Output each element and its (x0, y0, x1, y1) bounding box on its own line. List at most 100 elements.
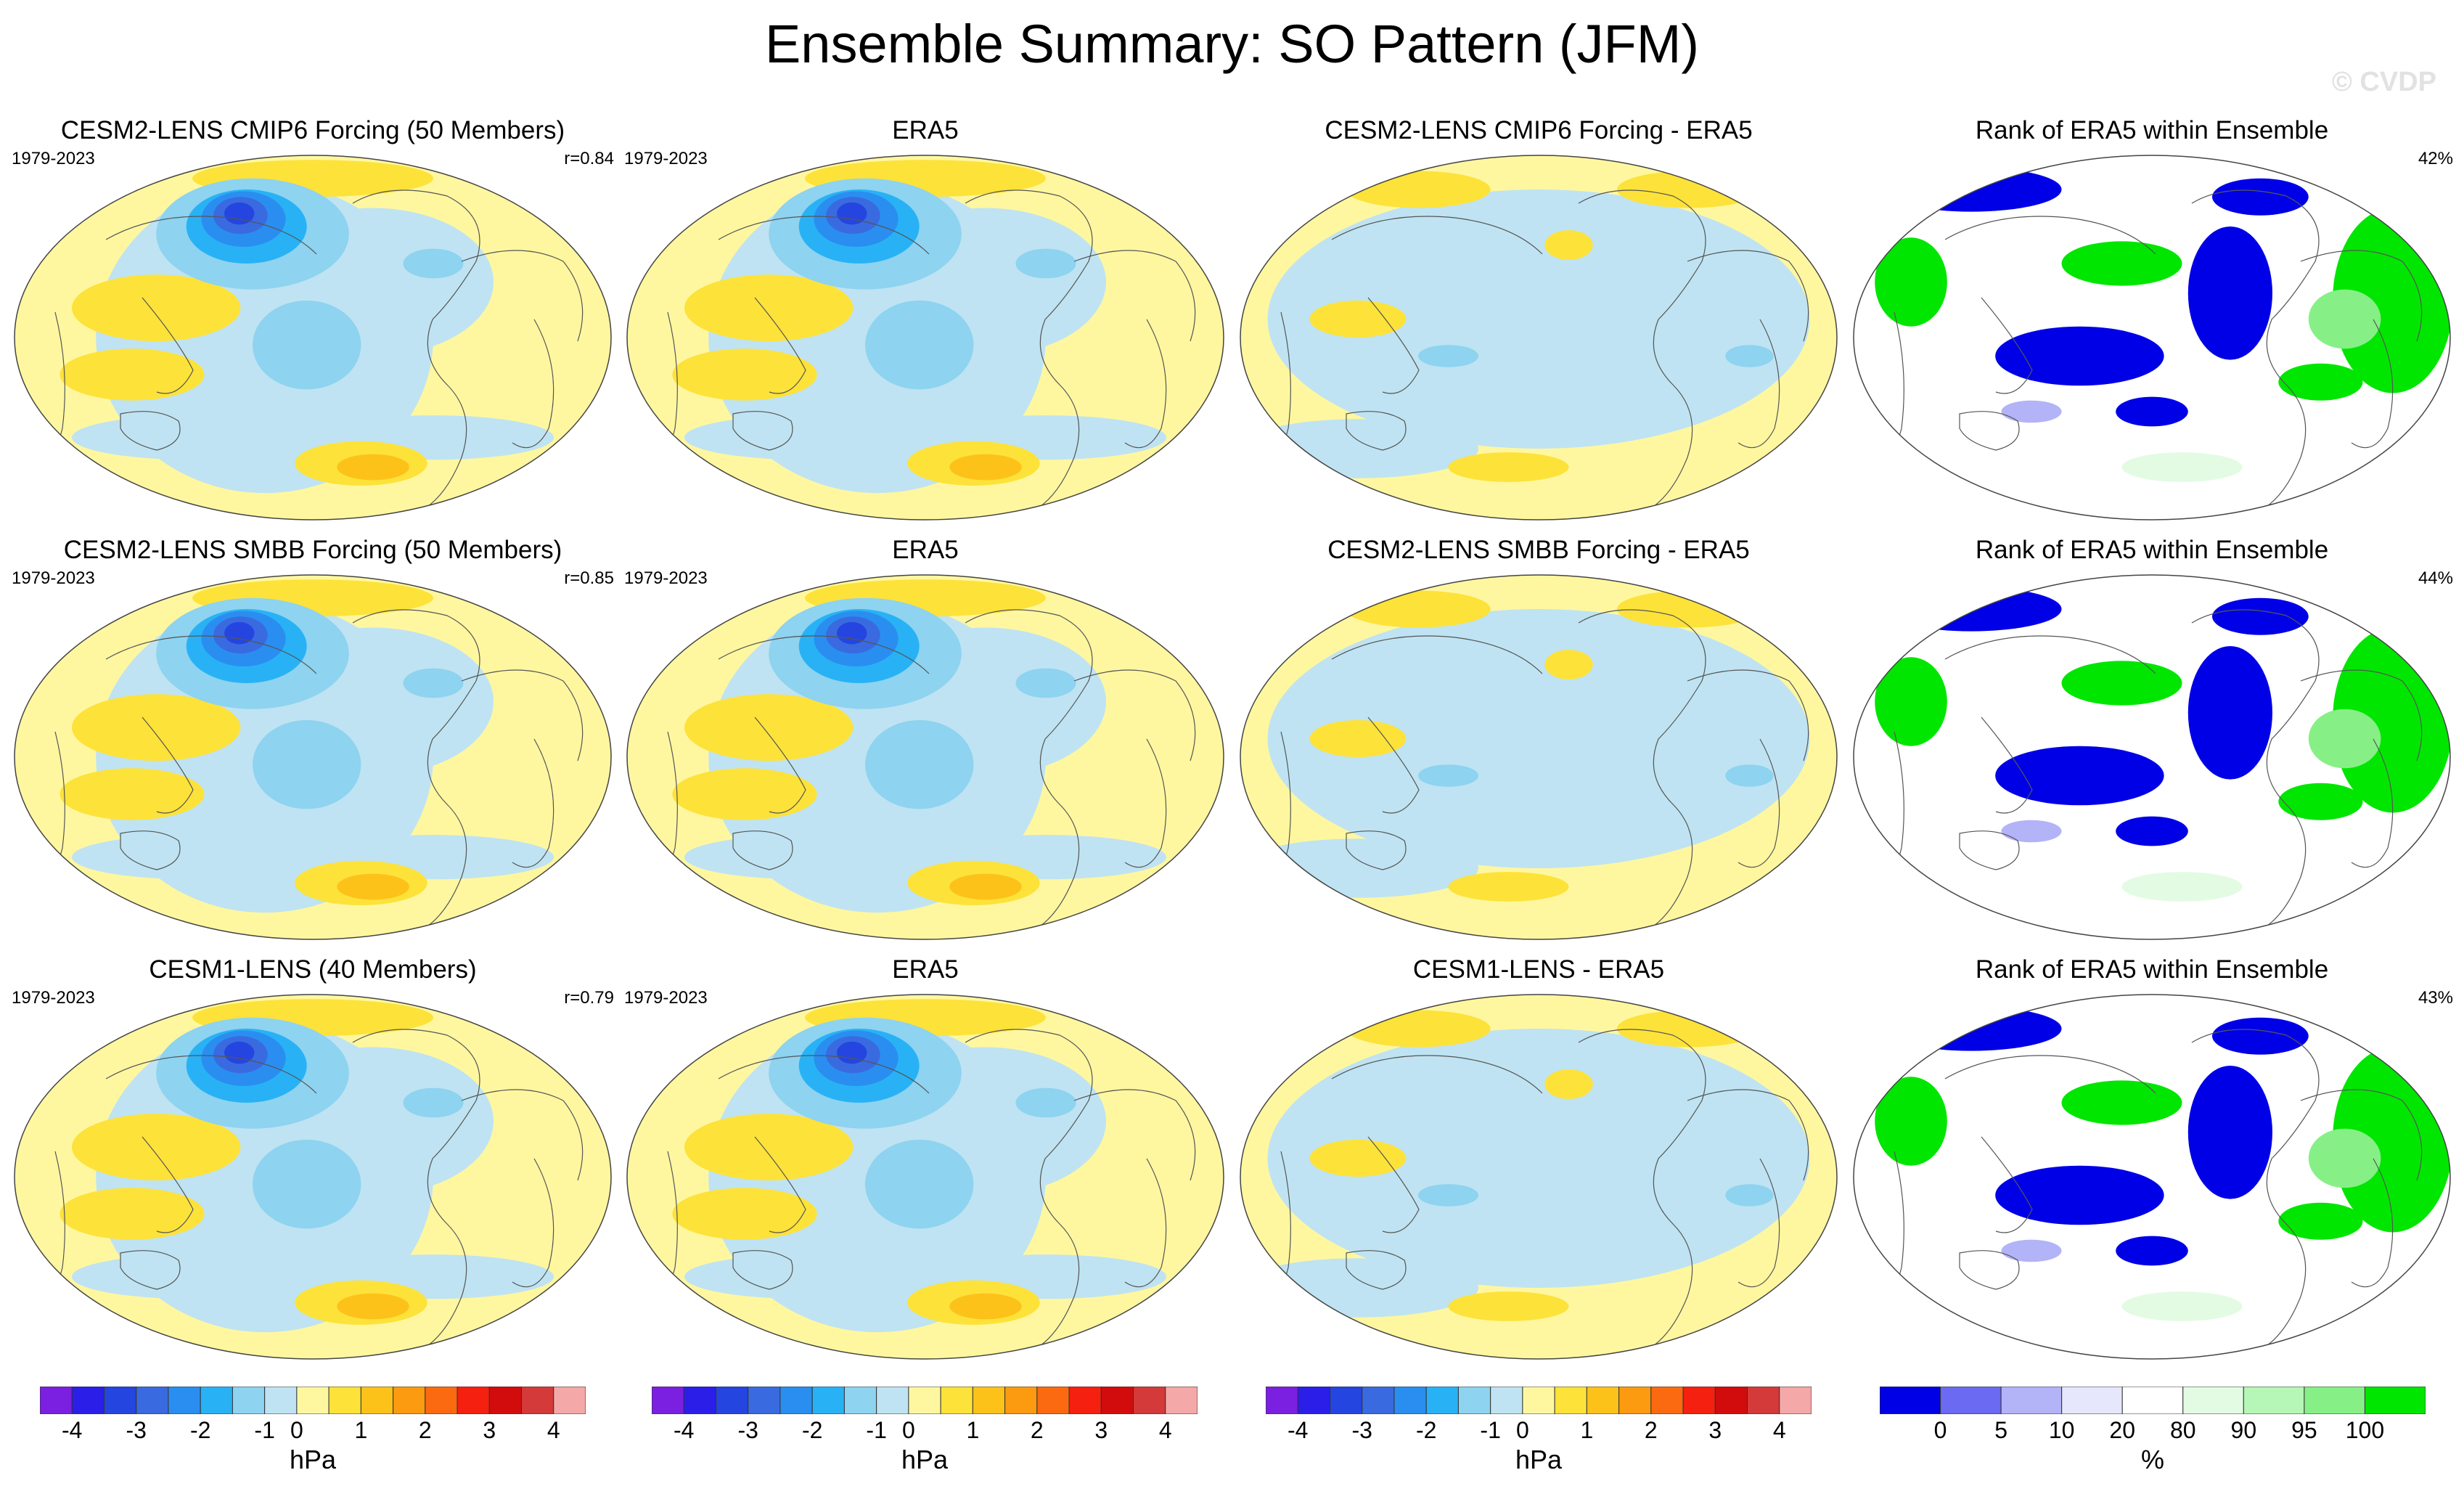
field-contour (1267, 609, 1810, 868)
field-contour (2278, 783, 2363, 820)
field-contour (72, 1254, 313, 1299)
field-contour (2187, 1066, 2272, 1199)
field-contour (2121, 1291, 2243, 1321)
colorbar-tick-label: 4 (547, 1417, 560, 1443)
field-contour (1309, 301, 1407, 338)
coastline (512, 738, 554, 868)
map-outline (1853, 994, 2451, 1360)
coastline (352, 609, 480, 928)
colorbar-swatch (1714, 1387, 1748, 1414)
map-plot (626, 994, 1224, 1360)
map-outline (14, 574, 612, 940)
coastline (1346, 1250, 1407, 1290)
coastline (1367, 297, 1420, 394)
field-contour (1544, 230, 1593, 260)
colorbar-swatch (103, 1387, 137, 1414)
coastline (142, 297, 194, 394)
field-contour (2308, 709, 2381, 769)
panel-stat: 43% (2418, 988, 2453, 1008)
colorbar-tick-label: -3 (737, 1417, 758, 1443)
field-contour (1240, 838, 1478, 898)
map-outline (1853, 155, 2451, 520)
field-contour (403, 1087, 464, 1118)
coastline (1073, 669, 1196, 762)
colorbar-swatch (748, 1387, 781, 1414)
field-contour (1346, 171, 1491, 208)
coastline (2351, 738, 2394, 868)
coastline (1331, 216, 1543, 255)
colorbar-tick-label: -2 (801, 1417, 823, 1443)
field-contour (2187, 646, 2272, 780)
panel-title: ERA5 (892, 116, 959, 144)
colorbar-swatch (1618, 1387, 1652, 1414)
map-panel: ERA5 1979-2023 (624, 955, 1227, 1365)
field-contour (672, 768, 817, 820)
field-contour (865, 301, 974, 390)
map-outline (14, 994, 612, 1360)
coastline (754, 297, 806, 394)
field-contour (684, 694, 854, 762)
colorbar-swatch (1266, 1387, 1298, 1414)
colorbar-tick-label: 1 (1580, 1417, 1594, 1443)
colorbar-swatch (2182, 1387, 2244, 1414)
colorbar: 0 5 10 20 80 90 95 100% (1880, 1387, 2426, 1474)
colorbar-swatch (2061, 1387, 2123, 1414)
map-panel: CESM2-LENS SMBB Forcing - ERA5 (1237, 536, 1840, 946)
coastline (1331, 635, 1543, 674)
field-contour (1995, 1165, 2164, 1225)
colorbar-swatch (1554, 1387, 1587, 1414)
colorbar-tick-label: 0 (1933, 1417, 1947, 1443)
colorbar-tick-label: -4 (62, 1417, 83, 1443)
field-contour (1875, 657, 1947, 746)
coastline (965, 189, 1093, 509)
field-contour (1880, 587, 2062, 632)
colorbar-tick-label: -4 (674, 1417, 695, 1443)
coastline (1346, 411, 1407, 451)
coastline (1578, 1029, 1706, 1348)
coastline (120, 1250, 181, 1290)
field-contour (1544, 650, 1593, 679)
field-contour (1267, 1029, 1810, 1288)
map-outline (1853, 574, 2451, 940)
coastline (1367, 717, 1420, 814)
colorbar-swatch (2121, 1387, 2184, 1414)
field-contour (1995, 746, 2164, 806)
coastline (1981, 297, 2033, 394)
colorbar-swatch (40, 1387, 73, 1414)
colorbar-swatch (360, 1387, 394, 1414)
colorbar-tick-label: 4 (1158, 1417, 1172, 1443)
colorbar-swatch (1779, 1387, 1812, 1414)
field-contour (60, 348, 205, 401)
colorbar-swatch (296, 1387, 330, 1414)
panel-title: ERA5 (892, 955, 959, 984)
coastline (142, 717, 194, 814)
colorbar-swatch (972, 1387, 1006, 1414)
colorbar-tick-label: 3 (483, 1417, 496, 1443)
field-contour (1448, 452, 1569, 482)
map-panel: Rank of ERA5 within Ensemble 42% (1851, 116, 2453, 526)
watermark: © CVDP (2331, 67, 2436, 97)
colorbar-swatch (1004, 1387, 1038, 1414)
colorbar-tick-label: 0 (290, 1417, 303, 1443)
coastline (120, 830, 181, 870)
colorbar-swatch (136, 1387, 169, 1414)
colorbar-swatch (1165, 1387, 1198, 1414)
coastline (965, 1029, 1093, 1348)
map-panel: ERA5 1979-2023 (624, 536, 1227, 946)
coastline (2300, 1089, 2423, 1181)
coastline (1959, 830, 2020, 870)
coastline (461, 250, 584, 342)
coastline (2351, 319, 2394, 449)
panel-title: CESM2-LENS CMIP6 Forcing (50 Members) (60, 116, 565, 144)
field-contour (2187, 226, 2272, 360)
field-contour (1418, 764, 1478, 787)
field-contour (1725, 1184, 1774, 1207)
colorbar-tick-label: -2 (189, 1417, 211, 1443)
map-outline (1240, 574, 1838, 940)
colorbar-swatch (843, 1387, 877, 1414)
field-contour (2001, 1239, 2062, 1262)
field-contour (253, 1140, 361, 1229)
map-outline (14, 155, 612, 520)
field-contour (2308, 1128, 2381, 1188)
field-contour (1995, 326, 2164, 386)
